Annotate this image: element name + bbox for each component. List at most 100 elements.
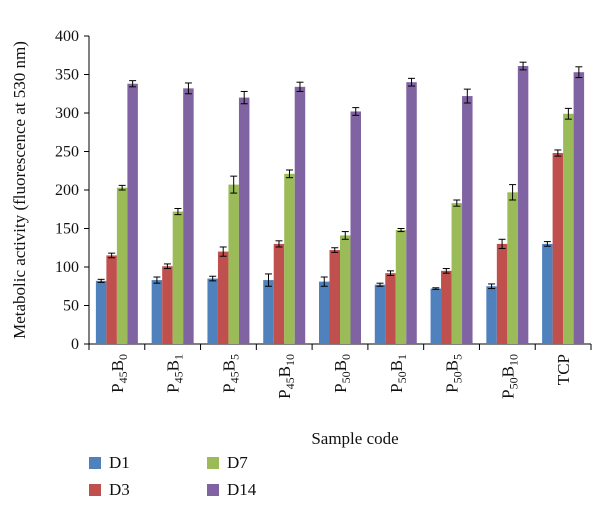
- bar-d7-5: [395, 230, 407, 344]
- bar-d3-2: [217, 251, 229, 344]
- bar-d1-0: [95, 280, 107, 344]
- bar-d14-5: [406, 82, 417, 344]
- error-bar-d1-1: [153, 276, 161, 284]
- x-axis-label: Sample code: [311, 429, 398, 448]
- y-tick-label: 250: [55, 144, 79, 161]
- error-bar-d3-5: [387, 270, 395, 276]
- legend-label: D14: [227, 480, 257, 499]
- error-bar-d1-5: [376, 282, 384, 287]
- bar-d14-2: [238, 97, 250, 344]
- error-bar-d3-2: [219, 246, 227, 257]
- error-bar-d3-7: [498, 238, 506, 250]
- error-bar-d1-6: [432, 287, 440, 290]
- legend: D1 D3 D7 D14: [89, 453, 257, 499]
- bar-d7-3: [284, 173, 295, 344]
- bar-d14-8: [573, 72, 585, 344]
- error-bar-d1-4: [320, 276, 328, 287]
- error-bar-d7-4: [341, 231, 349, 240]
- y-tick-label: 50: [63, 298, 79, 315]
- error-bar-d3-1: [163, 263, 171, 270]
- y-tick-label: 0: [71, 336, 79, 353]
- y-tick-label: 200: [55, 182, 79, 199]
- x-tick-label-4: P50B0: [331, 354, 353, 393]
- x-tick-label-0: P45B0: [108, 354, 130, 393]
- bar-d14-7: [517, 66, 529, 344]
- legend-swatch: [207, 457, 219, 469]
- bar-d7-7: [507, 192, 518, 344]
- error-bar-d7-5: [397, 228, 405, 233]
- error-bar-d14-5: [408, 77, 416, 87]
- legend-item-d14: D14: [207, 480, 257, 499]
- error-bar-d1-0: [97, 278, 105, 283]
- bar-d14-6: [462, 96, 473, 344]
- error-bar-d1-2: [209, 275, 217, 282]
- error-bar-d7-6: [453, 199, 461, 207]
- bar-d14-3: [294, 86, 306, 344]
- error-bar-d3-4: [331, 247, 339, 253]
- error-bar-d7-1: [174, 207, 182, 216]
- error-bar-d7-8: [564, 107, 572, 120]
- bar-d3-0: [106, 255, 117, 344]
- legend-swatch: [89, 457, 101, 469]
- bar-d1-2: [207, 278, 218, 344]
- error-bar-d3-6: [442, 268, 450, 274]
- x-tick-label-1: P45B1: [164, 354, 186, 393]
- error-bar-d3-3: [275, 240, 283, 248]
- error-bar-d14-1: [184, 82, 192, 95]
- bar-d7-4: [340, 235, 351, 344]
- y-tick-label: 100: [55, 259, 79, 276]
- bar-d7-1: [172, 211, 184, 344]
- bar-d3-4: [329, 250, 340, 344]
- error-bar-d14-6: [463, 88, 471, 104]
- error-bar-d14-7: [519, 61, 527, 71]
- bar-d7-2: [228, 184, 239, 344]
- legend-swatch: [89, 484, 101, 496]
- bar-d14-4: [350, 111, 361, 345]
- x-tick-label-7: P50B10: [498, 354, 520, 399]
- bar-d1-6: [430, 288, 442, 344]
- bar-d3-6: [441, 270, 452, 344]
- bar-d1-1: [151, 280, 163, 344]
- error-bar-d14-0: [129, 80, 137, 88]
- error-bar-d7-2: [230, 175, 238, 194]
- error-bar-d14-8: [575, 66, 583, 79]
- bar-d7-0: [116, 187, 128, 344]
- y-tick-label: 400: [55, 28, 79, 45]
- bar-d3-7: [496, 243, 508, 344]
- x-tick-label-2: P45B5: [219, 354, 241, 393]
- bar-d3-8: [552, 153, 564, 344]
- legend-label: D7: [227, 453, 248, 472]
- bar-d3-1: [162, 266, 173, 344]
- error-bar-d7-3: [285, 169, 293, 179]
- error-bar-d7-0: [118, 184, 126, 191]
- legend-label: D3: [109, 480, 130, 499]
- legend-label: D1: [109, 453, 130, 472]
- legend-swatch: [207, 484, 219, 496]
- error-bar-d3-8: [554, 149, 562, 157]
- x-tick-label-3: P45B10: [275, 354, 297, 399]
- error-bar-d3-0: [108, 252, 116, 259]
- error-bar-d1-8: [543, 241, 551, 247]
- bar-d3-5: [385, 273, 396, 344]
- x-tick-label-6: P50B5: [443, 354, 465, 393]
- x-tick-label-5: P50B1: [387, 354, 409, 393]
- legend-item-d3: D3: [89, 480, 130, 499]
- error-bar-d14-4: [352, 107, 360, 116]
- bar-d7-8: [563, 113, 574, 345]
- bar-d1-7: [486, 286, 497, 344]
- bar-d7-6: [451, 203, 463, 344]
- bar-d1-3: [263, 280, 274, 344]
- error-bar-d14-2: [240, 90, 248, 105]
- bar-d1-5: [374, 284, 386, 344]
- error-bar-d7-7: [509, 184, 517, 201]
- error-bar-d1-3: [264, 273, 272, 287]
- bar-d1-4: [319, 281, 330, 344]
- bar-d3-3: [273, 243, 285, 344]
- bar-d14-0: [127, 83, 138, 345]
- error-bar-d1-7: [488, 283, 496, 290]
- legend-item-d7: D7: [207, 453, 248, 472]
- y-axis-label: Metabolic activity (fluorescence at 530 …: [10, 41, 29, 339]
- bar-d14-1: [183, 88, 194, 344]
